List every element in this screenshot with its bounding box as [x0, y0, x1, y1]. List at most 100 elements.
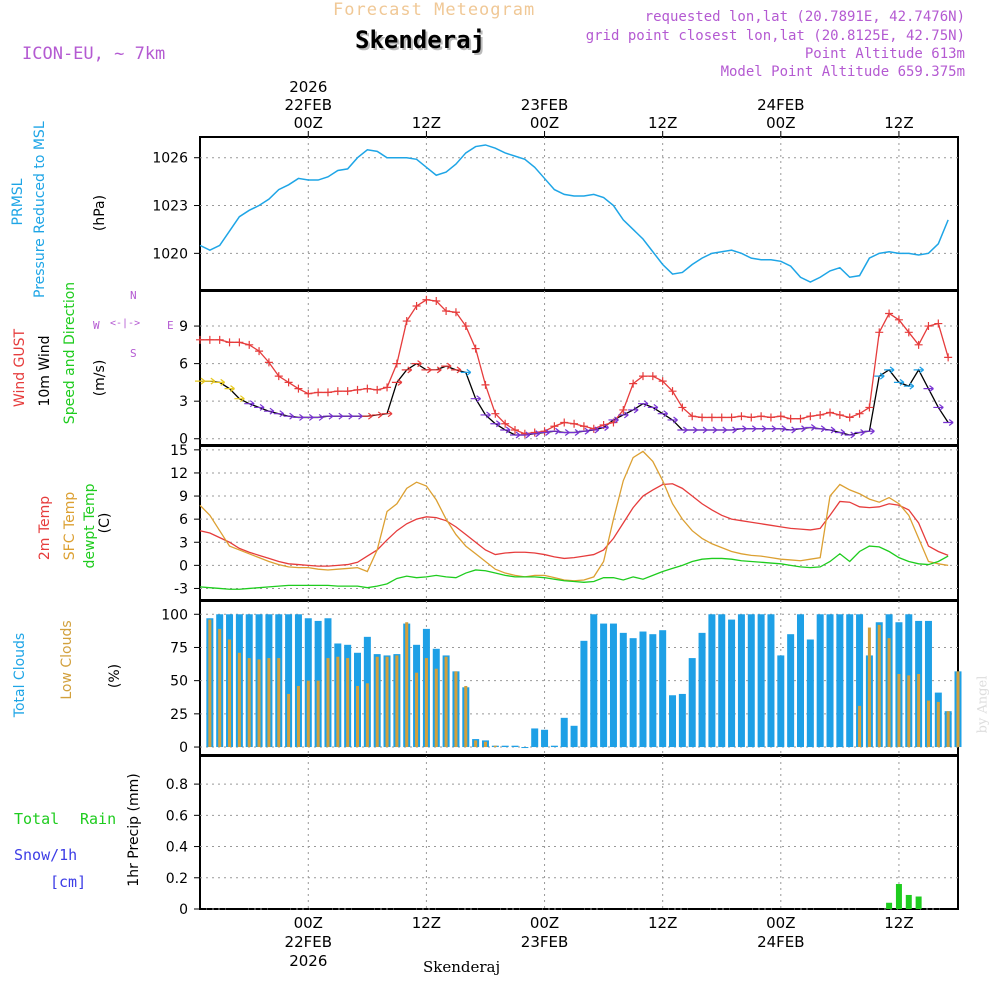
- gust-marker: [904, 328, 913, 337]
- gust-marker: [442, 307, 451, 316]
- low-cloud-bar: [926, 700, 930, 748]
- forecast-meteogram-title: Forecast Meteogram: [333, 0, 536, 20]
- wind-dir-arrow: [697, 426, 708, 434]
- wind-dir-arrow: [726, 426, 737, 434]
- gust-marker: [412, 302, 421, 311]
- gust-marker: [658, 377, 667, 386]
- wind-dir-arrow: [352, 412, 363, 420]
- gust-marker: [255, 347, 264, 356]
- gust-marker: [461, 322, 470, 331]
- total-cloud-bar: [541, 729, 549, 748]
- low-cloud-bar: [218, 628, 222, 748]
- total-cloud-bar: [846, 614, 854, 748]
- gust-marker: [432, 297, 441, 306]
- wind-dir-arrow: [372, 411, 383, 419]
- wind-dir-arrow: [618, 411, 629, 419]
- low-cloud-bar: [444, 656, 448, 748]
- total-cloud-bar: [678, 693, 686, 748]
- wind-dir-arrow: [628, 406, 639, 414]
- gust-marker: [727, 413, 736, 422]
- gust-marker: [245, 340, 254, 349]
- wind-dir-arrow: [204, 377, 216, 385]
- total-cloud-bar: [688, 658, 696, 748]
- wind-dir-arrow: [470, 395, 481, 403]
- snow-unit-label: [cm]: [50, 873, 87, 891]
- wind-dir-arrow: [736, 425, 747, 433]
- top-hour-label: 12Z: [412, 114, 441, 132]
- rain-bar: [895, 884, 902, 909]
- wind-dir-arrow: [450, 366, 462, 374]
- compass-n: N: [130, 289, 137, 302]
- wind-dir-arrow: [667, 416, 678, 424]
- wind-dir-arrow: [716, 426, 728, 434]
- total-cloud-bar: [698, 632, 706, 748]
- y-tick-label: -3: [174, 581, 188, 597]
- wind-dir-arrow: [598, 423, 609, 431]
- wind-dir-arrow: [322, 412, 334, 420]
- low-cloud-bar: [237, 652, 241, 748]
- low-cloud-bar: [365, 683, 369, 748]
- y-tick-label: 6: [179, 357, 188, 373]
- low-cloud-bar: [267, 658, 271, 748]
- low-cloud-bar: [326, 658, 330, 748]
- wind-dir-arrow: [637, 400, 649, 408]
- y-tick-label: 0.8: [166, 777, 188, 793]
- total-cloud-bar: [609, 623, 617, 748]
- gust-marker: [343, 387, 352, 396]
- y-tick-label: 0.4: [166, 840, 188, 856]
- wind-dir-arrow: [382, 410, 393, 418]
- gust-marker: [806, 412, 815, 421]
- total-rain-label-b: Rain: [80, 810, 117, 828]
- low-cloud-bar: [867, 627, 871, 748]
- gust-marker: [235, 338, 244, 347]
- y-tick-label: 0.6: [166, 808, 188, 824]
- y-tick-label: 0.2: [166, 871, 188, 887]
- wind-dir-arrow: [244, 400, 255, 408]
- compass-s: S: [130, 347, 137, 360]
- snow-label: Snow/1h: [14, 846, 78, 864]
- total-cloud-bar: [501, 745, 509, 748]
- y-tick-label: 6: [179, 512, 188, 528]
- low-cloud-bar: [356, 685, 360, 748]
- wind-dir-arrow: [195, 377, 206, 385]
- wind-dir-arrow: [805, 423, 816, 431]
- wind-dir-arrow: [293, 413, 304, 421]
- temp-sfc-line: [199, 450, 949, 582]
- gust-marker: [944, 353, 953, 362]
- gust-marker: [835, 410, 844, 419]
- wind-dir-arrow: [657, 410, 669, 418]
- low-cloud-bar: [897, 674, 901, 748]
- low-cloud-bar: [877, 624, 881, 748]
- gust-marker: [383, 383, 392, 392]
- total-cloud-bar: [511, 745, 519, 748]
- wind-dir-arrow: [234, 395, 245, 403]
- gust-marker: [353, 385, 362, 394]
- gust-marker: [402, 317, 411, 326]
- wind-dir-arrow: [933, 403, 944, 411]
- gust-marker: [471, 344, 480, 353]
- total-cloud-bar: [796, 614, 804, 748]
- y-tick-label: 1023: [152, 199, 188, 215]
- temp-dewpt-line: [199, 545, 949, 590]
- low-cloud-bar: [247, 658, 251, 748]
- total-cloud-bar: [826, 614, 834, 748]
- gust-marker: [698, 413, 707, 422]
- wind-dir-arrow: [815, 425, 826, 433]
- gust-marker: [314, 388, 323, 397]
- rain-bar: [905, 894, 912, 909]
- gust-marker: [757, 412, 766, 421]
- total-cloud-bar: [619, 632, 627, 748]
- footer-location: Skenderaj: [423, 958, 501, 976]
- rain-bar: [915, 896, 922, 909]
- top-hour-label: 12Z: [648, 114, 677, 132]
- top-hour-label: 00Z: [294, 114, 323, 132]
- wind-dir-arrow: [529, 430, 541, 438]
- gust-marker: [875, 328, 884, 337]
- low-cloud-bar: [493, 745, 497, 748]
- low-cloud-bar: [395, 655, 399, 748]
- wind-dir-arrow: [303, 413, 314, 421]
- wind-dir-arrow: [283, 412, 294, 420]
- low-cloud-bar: [454, 671, 458, 748]
- wind-dir-arrow: [490, 420, 501, 428]
